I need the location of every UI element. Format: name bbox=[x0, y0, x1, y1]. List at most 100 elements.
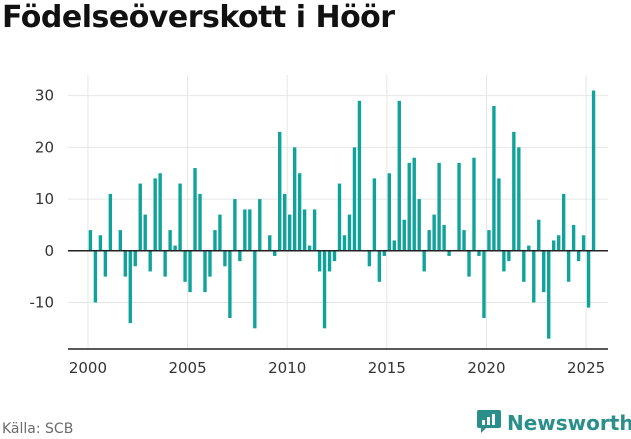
bar bbox=[352, 147, 357, 251]
bar bbox=[527, 245, 531, 251]
bar bbox=[382, 250, 387, 256]
bar bbox=[287, 214, 292, 251]
newsworthy-logo-text: Newsworthy bbox=[507, 411, 631, 435]
x-tick-label: 2025 bbox=[567, 359, 605, 377]
bar bbox=[168, 230, 172, 251]
y-tick-label: 20 bbox=[35, 138, 54, 156]
bar bbox=[542, 250, 546, 293]
newsworthy-logo[interactable]: Newsworthy bbox=[476, 408, 631, 438]
bar bbox=[213, 230, 217, 251]
bar bbox=[532, 250, 536, 303]
bar bbox=[561, 193, 566, 251]
bar bbox=[492, 106, 496, 251]
bar bbox=[283, 193, 287, 251]
bar bbox=[233, 199, 237, 251]
bar bbox=[347, 214, 352, 251]
bar bbox=[552, 240, 556, 251]
bar bbox=[278, 131, 282, 251]
bar bbox=[228, 250, 232, 318]
bar bbox=[357, 100, 362, 251]
bar bbox=[442, 224, 446, 251]
bar bbox=[487, 230, 491, 251]
bar bbox=[268, 235, 272, 251]
bar bbox=[258, 199, 262, 251]
bar bbox=[591, 90, 596, 251]
bar bbox=[128, 250, 132, 324]
bar bbox=[512, 131, 516, 251]
x-tick-label: 2020 bbox=[467, 359, 505, 377]
chart-title: Födelseöverskott i Höör bbox=[2, 0, 395, 35]
bar bbox=[581, 235, 586, 251]
bar bbox=[138, 183, 142, 251]
bar bbox=[123, 250, 127, 277]
bar bbox=[517, 147, 521, 251]
bar bbox=[467, 250, 471, 277]
x-tick-label: 2015 bbox=[368, 359, 406, 377]
bar bbox=[457, 162, 461, 251]
bar bbox=[238, 250, 242, 262]
bar bbox=[332, 250, 337, 262]
bar bbox=[342, 235, 347, 251]
bar bbox=[497, 178, 501, 251]
bar bbox=[133, 250, 137, 267]
bar bbox=[586, 250, 591, 308]
bar bbox=[566, 250, 571, 282]
bar bbox=[407, 162, 411, 251]
bar bbox=[302, 209, 307, 251]
bar bbox=[163, 250, 167, 277]
bar bbox=[387, 173, 392, 251]
bar bbox=[223, 250, 227, 267]
bar bbox=[103, 250, 108, 277]
bar bbox=[472, 157, 476, 251]
bar bbox=[576, 250, 581, 262]
bar bbox=[243, 209, 247, 251]
bar bbox=[412, 157, 416, 251]
bar bbox=[502, 250, 506, 272]
bar bbox=[447, 250, 451, 256]
bar bbox=[193, 168, 197, 251]
bar bbox=[292, 147, 297, 251]
bar bbox=[148, 250, 152, 272]
bar bbox=[462, 230, 466, 251]
bar bbox=[93, 250, 98, 303]
bar bbox=[417, 199, 421, 251]
bar bbox=[556, 235, 561, 251]
x-tick-label: 2000 bbox=[69, 359, 107, 377]
bar bbox=[188, 250, 192, 293]
bar bbox=[307, 245, 312, 251]
bar bbox=[507, 250, 511, 262]
bar bbox=[477, 250, 481, 256]
bar bbox=[327, 250, 332, 272]
bar bbox=[377, 250, 382, 282]
bar bbox=[273, 250, 277, 256]
y-tick-label: -10 bbox=[30, 293, 55, 311]
bar bbox=[153, 178, 157, 251]
bar bbox=[218, 214, 222, 251]
axes: -10 0 10 20 30 2000 2005 2010 2015 2020 2025 bbox=[30, 87, 608, 377]
bar bbox=[253, 250, 257, 329]
bar-series bbox=[88, 90, 596, 339]
bar bbox=[482, 250, 486, 318]
source-note: Källa: SCB bbox=[2, 421, 74, 437]
bar bbox=[118, 230, 122, 251]
newsworthy-logo-icon bbox=[476, 408, 502, 438]
y-tick-label: 10 bbox=[35, 190, 54, 208]
bar bbox=[98, 235, 103, 251]
bar bbox=[203, 250, 207, 293]
bar bbox=[248, 209, 252, 251]
bar bbox=[367, 250, 372, 267]
bar bbox=[522, 250, 526, 282]
bar bbox=[143, 214, 147, 251]
bar bbox=[392, 240, 396, 251]
bar bbox=[437, 162, 441, 251]
bar bbox=[158, 173, 162, 251]
y-tick-label: 0 bbox=[44, 242, 54, 260]
bar bbox=[312, 209, 317, 251]
bar bbox=[427, 230, 431, 251]
bar bbox=[322, 250, 327, 329]
bar bbox=[108, 193, 113, 251]
bar bbox=[402, 219, 406, 251]
y-tick-label: 30 bbox=[35, 87, 54, 105]
x-tick-label: 2005 bbox=[168, 359, 206, 377]
